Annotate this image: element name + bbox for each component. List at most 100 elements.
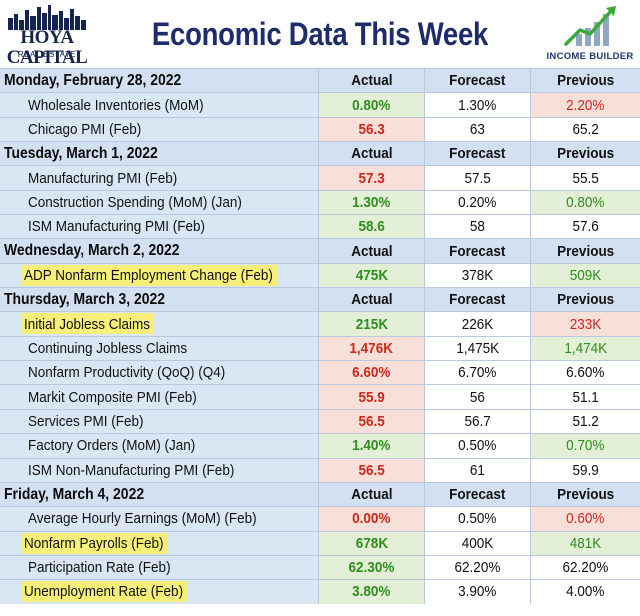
actual-value: 1,476K (349, 339, 394, 357)
table-row: Markit Composite PMI (Feb) 55.9 56 51.1 (0, 384, 640, 409)
column-header: Previous (530, 69, 640, 93)
actual-value: 58.6 (358, 218, 385, 236)
forecast-value-cell: 56.7 (424, 409, 530, 434)
indicator-name: ISM Non-Manufacturing PMI (Feb) (28, 461, 235, 479)
column-header: Forecast (424, 69, 530, 93)
actual-value-cell: 1.40% (318, 434, 424, 458)
previous-value-cell: 0.70% (530, 434, 640, 458)
forecast-value-cell: 0.50% (424, 434, 530, 458)
indicator-name: Services PMI (Feb) (28, 412, 144, 430)
day-header: Friday, March 4, 2022 (4, 485, 145, 503)
indicator-name: Construction Spending (MoM) (Jan) (28, 193, 242, 211)
column-header: Actual (318, 288, 424, 312)
forecast-value: 0.20% (458, 193, 497, 211)
previous-value-cell: 59.9 (530, 458, 640, 482)
column-header: Previous (530, 239, 640, 263)
page-title: Economic Data This Week (151, 16, 489, 52)
actual-value-cell: 55.9 (318, 385, 424, 409)
section-row: Wednesday, March 2, 2022 Actual Forecast Pr… (0, 238, 640, 263)
logo-name: HOYA CAPITAL (6, 27, 88, 68)
column-header-label: Previous (556, 72, 615, 90)
indicator-name: Manufacturing PMI (Feb) (28, 169, 178, 187)
day-header: Wednesday, March 2, 2022 (4, 242, 180, 260)
hoya-capital-logo: HOYA CAPITAL REAL ESTATE (6, 4, 88, 68)
column-header-label: Actual (350, 242, 393, 260)
economic-data-table: Monday, February 28, 2022 Actual Forecast P… (0, 68, 640, 604)
forecast-value-cell: 0.20% (424, 190, 530, 215)
column-header-label: Forecast (449, 145, 506, 163)
forecast-value: 57.5 (464, 169, 491, 187)
column-header-label: Previous (556, 145, 615, 163)
previous-value-cell: 51.1 (530, 385, 640, 409)
previous-value: 55.5 (572, 169, 599, 187)
table-row: Initial Jobless Claims 215K 226K 233K (0, 311, 640, 336)
column-header-label: Actual (350, 291, 393, 309)
table-row: Factory Orders (MoM) (Jan) 1.40% 0.50% 0.70… (0, 433, 640, 458)
forecast-value-cell: 62.20% (424, 555, 530, 580)
table-row: Wholesale Inventories (MoM) 0.80% 1.30% 2.2… (0, 92, 640, 117)
indicator-name: Participation Rate (Feb) (28, 559, 171, 577)
table-row: Continuing Jobless Claims 1,476K 1,475K 1,4… (0, 335, 640, 361)
section-row: Thursday, March 3, 2022 Actual Forecast Pre… (0, 287, 640, 312)
previous-value: 51.2 (572, 412, 599, 430)
previous-value: 1,474K (564, 339, 607, 357)
previous-value-cell: 57.6 (530, 215, 640, 239)
forecast-value: 58 (469, 218, 486, 236)
forecast-value-cell: 56 (424, 385, 530, 409)
forecast-value-cell: 400K (424, 531, 530, 555)
actual-value: 62.30% (348, 559, 395, 577)
forecast-value: 1,475K (456, 339, 499, 357)
table-row: Services PMI (Feb) 56.5 56.7 51.2 (0, 408, 640, 434)
forecast-value-cell: 61 (424, 458, 530, 482)
previous-value: 481K (569, 534, 602, 552)
previous-value-cell: 1,474K (530, 336, 640, 361)
column-header: Previous (530, 288, 640, 312)
forecast-value: 56 (469, 388, 486, 406)
indicator-name: Markit Composite PMI (Feb) (28, 388, 197, 406)
actual-value-cell: 6.60% (318, 361, 424, 385)
column-header-label: Previous (556, 242, 615, 260)
table-row: Average Hourly Earnings (MoM) (Feb) 0.00%… (0, 506, 640, 531)
indicator-name: Unemployment Rate (Feb) (24, 583, 184, 601)
actual-value: 215K (355, 315, 388, 333)
header: HOYA CAPITAL REAL ESTATE Economic Data T… (0, 0, 640, 68)
indicator-name: Initial Jobless Claims (24, 315, 151, 333)
column-header-label: Previous (556, 291, 615, 309)
growth-chart-icon (564, 6, 616, 46)
actual-value-cell: 1.30% (318, 190, 424, 215)
previous-value: 0.70% (566, 437, 605, 455)
forecast-value-cell: 6.70% (424, 361, 530, 385)
previous-value: 62.20% (562, 559, 609, 577)
column-header: Actual (318, 239, 424, 263)
indicator-name: Factory Orders (MoM) (Jan) (28, 437, 196, 455)
previous-value: 0.80% (566, 193, 605, 211)
previous-value: 51.1 (572, 388, 599, 406)
table-row: ADP Nonfarm Employment Change (Feb) 475K 3… (0, 262, 640, 288)
previous-value-cell: 509K (530, 263, 640, 288)
previous-value: 233K (569, 315, 602, 333)
actual-value-cell: 0.00% (318, 507, 424, 531)
actual-value: 6.60% (352, 364, 391, 382)
actual-value-cell: 0.80% (318, 93, 424, 117)
actual-value: 55.9 (358, 388, 385, 406)
indicator-name: Nonfarm Payrolls (Feb) (24, 534, 164, 552)
table-row: Chicago PMI (Feb) 56.3 63 65.2 (0, 116, 640, 142)
table-row: Participation Rate (Feb) 62.30% 62.20% 62.2… (0, 554, 640, 580)
skyline-icon (8, 5, 86, 30)
column-header-label: Actual (350, 145, 393, 163)
column-header-label: Previous (556, 486, 615, 504)
table-row: Nonfarm Productivity (QoQ) (Q4) 6.60% 6.70… (0, 360, 640, 385)
previous-value: 57.6 (572, 218, 599, 236)
column-header-label: Forecast (449, 242, 506, 260)
previous-value: 59.9 (572, 461, 599, 479)
actual-value: 56.5 (358, 461, 385, 479)
previous-value-cell: 0.80% (530, 190, 640, 215)
actual-value: 1.30% (352, 193, 391, 211)
actual-value: 57.3 (358, 169, 385, 187)
actual-value: 0.00% (352, 510, 391, 528)
actual-value: 0.80% (352, 96, 391, 114)
actual-value-cell: 57.3 (318, 166, 424, 190)
column-header: Forecast (424, 239, 530, 263)
actual-value: 56.3 (358, 120, 385, 138)
forecast-value-cell: 1.30% (424, 93, 530, 117)
